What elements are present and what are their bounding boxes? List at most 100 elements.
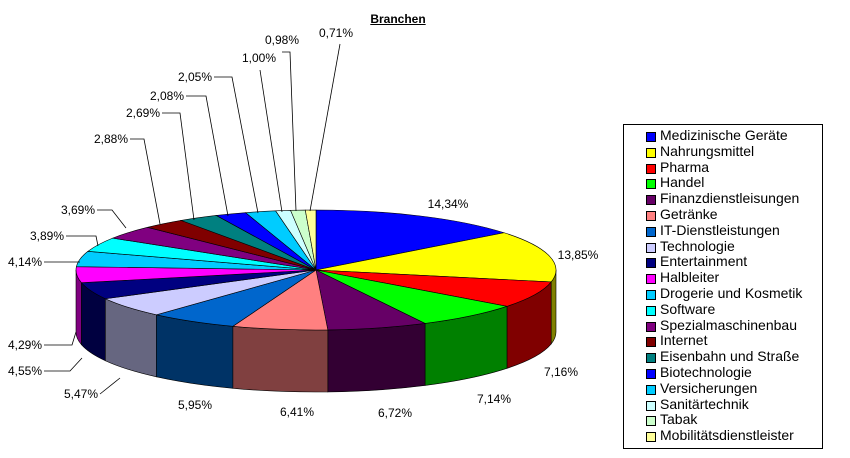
leader-line-8 [44,357,83,372]
legend-label-4: Finanzdienstleisungen [660,190,800,207]
leader-line-14 [162,112,195,221]
legend-swatch-6 [646,226,656,237]
legend-label-9: Halbleiter [660,269,720,286]
legend-label-2: Pharma [660,158,710,175]
legend-swatch-11 [646,305,656,316]
legend: Medizinische Geräte Nahrungsmittel Pharma H… [623,124,823,449]
pie-side-6 [156,314,234,389]
chart-title: Branchen [370,12,426,26]
leader-line-7 [99,377,121,395]
slice-label-4: 6,72% [378,406,412,420]
slice-label-14: 2,69% [126,106,160,120]
legend-item-2: Pharma [646,158,822,176]
legend-item-8: Entertainment [646,254,822,270]
legend-swatch-0 [646,132,656,142]
slice-label-17: 1,00% [242,51,276,65]
legend-swatch-7 [646,242,656,253]
legend-item-6: IT-Dienstleistungen [646,221,822,239]
legend-label-19: Mobilitätsdienstleister [660,427,794,444]
pie-sides [75,269,557,393]
slice-label-8: 4,55% [8,364,42,378]
slice-label-6: 5,95% [178,398,212,412]
leader-line-15 [186,95,229,217]
slice-label-18: 0,98% [265,33,299,47]
legend-label-10: Drogerie und Kosmetik [660,284,803,301]
leader-line-17 [259,69,283,213]
legend-swatch-10 [646,289,656,300]
slice-labels: 14,34% 13,85% 7,16% 7,14% 6,72% 6,41% 5,95% 5,4… [8,26,599,420]
legend-swatch-18 [646,416,656,427]
legend-item-3: Handel [646,175,822,191]
slice-label-0: 14,34% [428,197,469,211]
legend-item-12: Spezialmaschinenbau [646,316,822,334]
legend-item-5: Getränke [646,205,822,223]
slice-label-5: 6,41% [280,405,314,419]
legend-item-19: Mobilitätsdienstleister [646,427,822,444]
legend-swatch-2 [646,163,656,174]
pie-slice-1 [315,232,557,283]
legend-swatch-14 [646,353,656,364]
pie-slice-2 [315,269,552,307]
legend-label-6: IT-Dienstleistungen [660,221,780,238]
pie-top [75,209,557,331]
leader-line-19 [309,43,341,212]
legend-label-16: Versicherungen [660,379,758,396]
leader-line-18 [282,51,297,212]
leader-line-11 [66,235,99,247]
legend-swatch-1 [646,147,656,158]
slice-label-3: 7,14% [477,392,511,406]
legend-item-7: Technologie [646,237,822,255]
legend-swatch-4 [646,195,656,206]
legend-swatch-16 [646,384,656,395]
legend-item-18: Tabak [646,412,822,428]
legend-label-18: Tabak [660,411,698,428]
legend-item-17: Sanitärtechnik [646,395,822,413]
legend-swatch-17 [646,400,656,411]
slice-label-7: 5,47% [64,387,98,401]
legend-item-16: Versicherungen [646,379,822,397]
pie-slice-0 [315,209,505,271]
legend-swatch-9 [646,274,656,285]
legend-item-11: Software [646,300,822,318]
legend-label-13: Internet [660,332,708,349]
legend-label-12: Spezialmaschinenbau [660,316,797,333]
leader-line-12 [97,209,127,229]
slice-label-2: 7,16% [544,365,578,379]
slice-label-15: 2,08% [150,89,184,103]
leader-line-16 [214,76,259,214]
legend-item-10: Drogerie und Kosmetik [646,284,822,302]
pie-side-5 [232,325,329,393]
pie-side-4 [327,323,426,393]
legend-swatch-15 [646,368,656,379]
legend-label-11: Software [660,300,716,317]
legend-item-13: Internet [646,333,822,349]
legend-swatch-19 [646,432,656,443]
slice-label-12: 3,69% [61,203,95,217]
legend-label-15: Biotechnologie [660,363,752,380]
slice-label-13: 2,88% [94,132,128,146]
legend-item-0: Medizinische Geräte [646,127,822,144]
legend-label-0: Medizinische Geräte [660,127,788,143]
legend-item-15: Biotechnologie [646,363,822,381]
legend-swatch-12 [646,321,656,332]
legend-item-1: Nahrungsmittel [646,142,822,160]
leader-line-13 [130,138,161,225]
legend-swatch-8 [646,258,656,269]
slice-label-19: 0,71% [319,26,353,40]
slice-label-10: 4,14% [8,255,42,269]
legend-label-5: Getränke [660,205,718,222]
leader-line-9 [44,331,77,346]
legend-label-17: Sanitärtechnik [660,395,749,412]
slice-label-16: 2,05% [178,70,212,84]
legend-swatch-3 [646,179,656,190]
legend-label-8: Entertainment [660,253,748,270]
slice-label-9: 4,29% [8,338,42,352]
pie-slice-3 [315,269,508,324]
legend-label-1: Nahrungsmittel [660,142,755,159]
legend-label-7: Technologie [660,237,735,254]
legend-label-3: Handel [660,174,705,191]
legend-label-14: Eisenbahn und Straße [660,348,800,365]
legend-swatch-5 [646,210,656,221]
legend-item-4: Finanzdienstleisungen [646,190,822,207]
legend-item-9: Halbleiter [646,269,822,286]
